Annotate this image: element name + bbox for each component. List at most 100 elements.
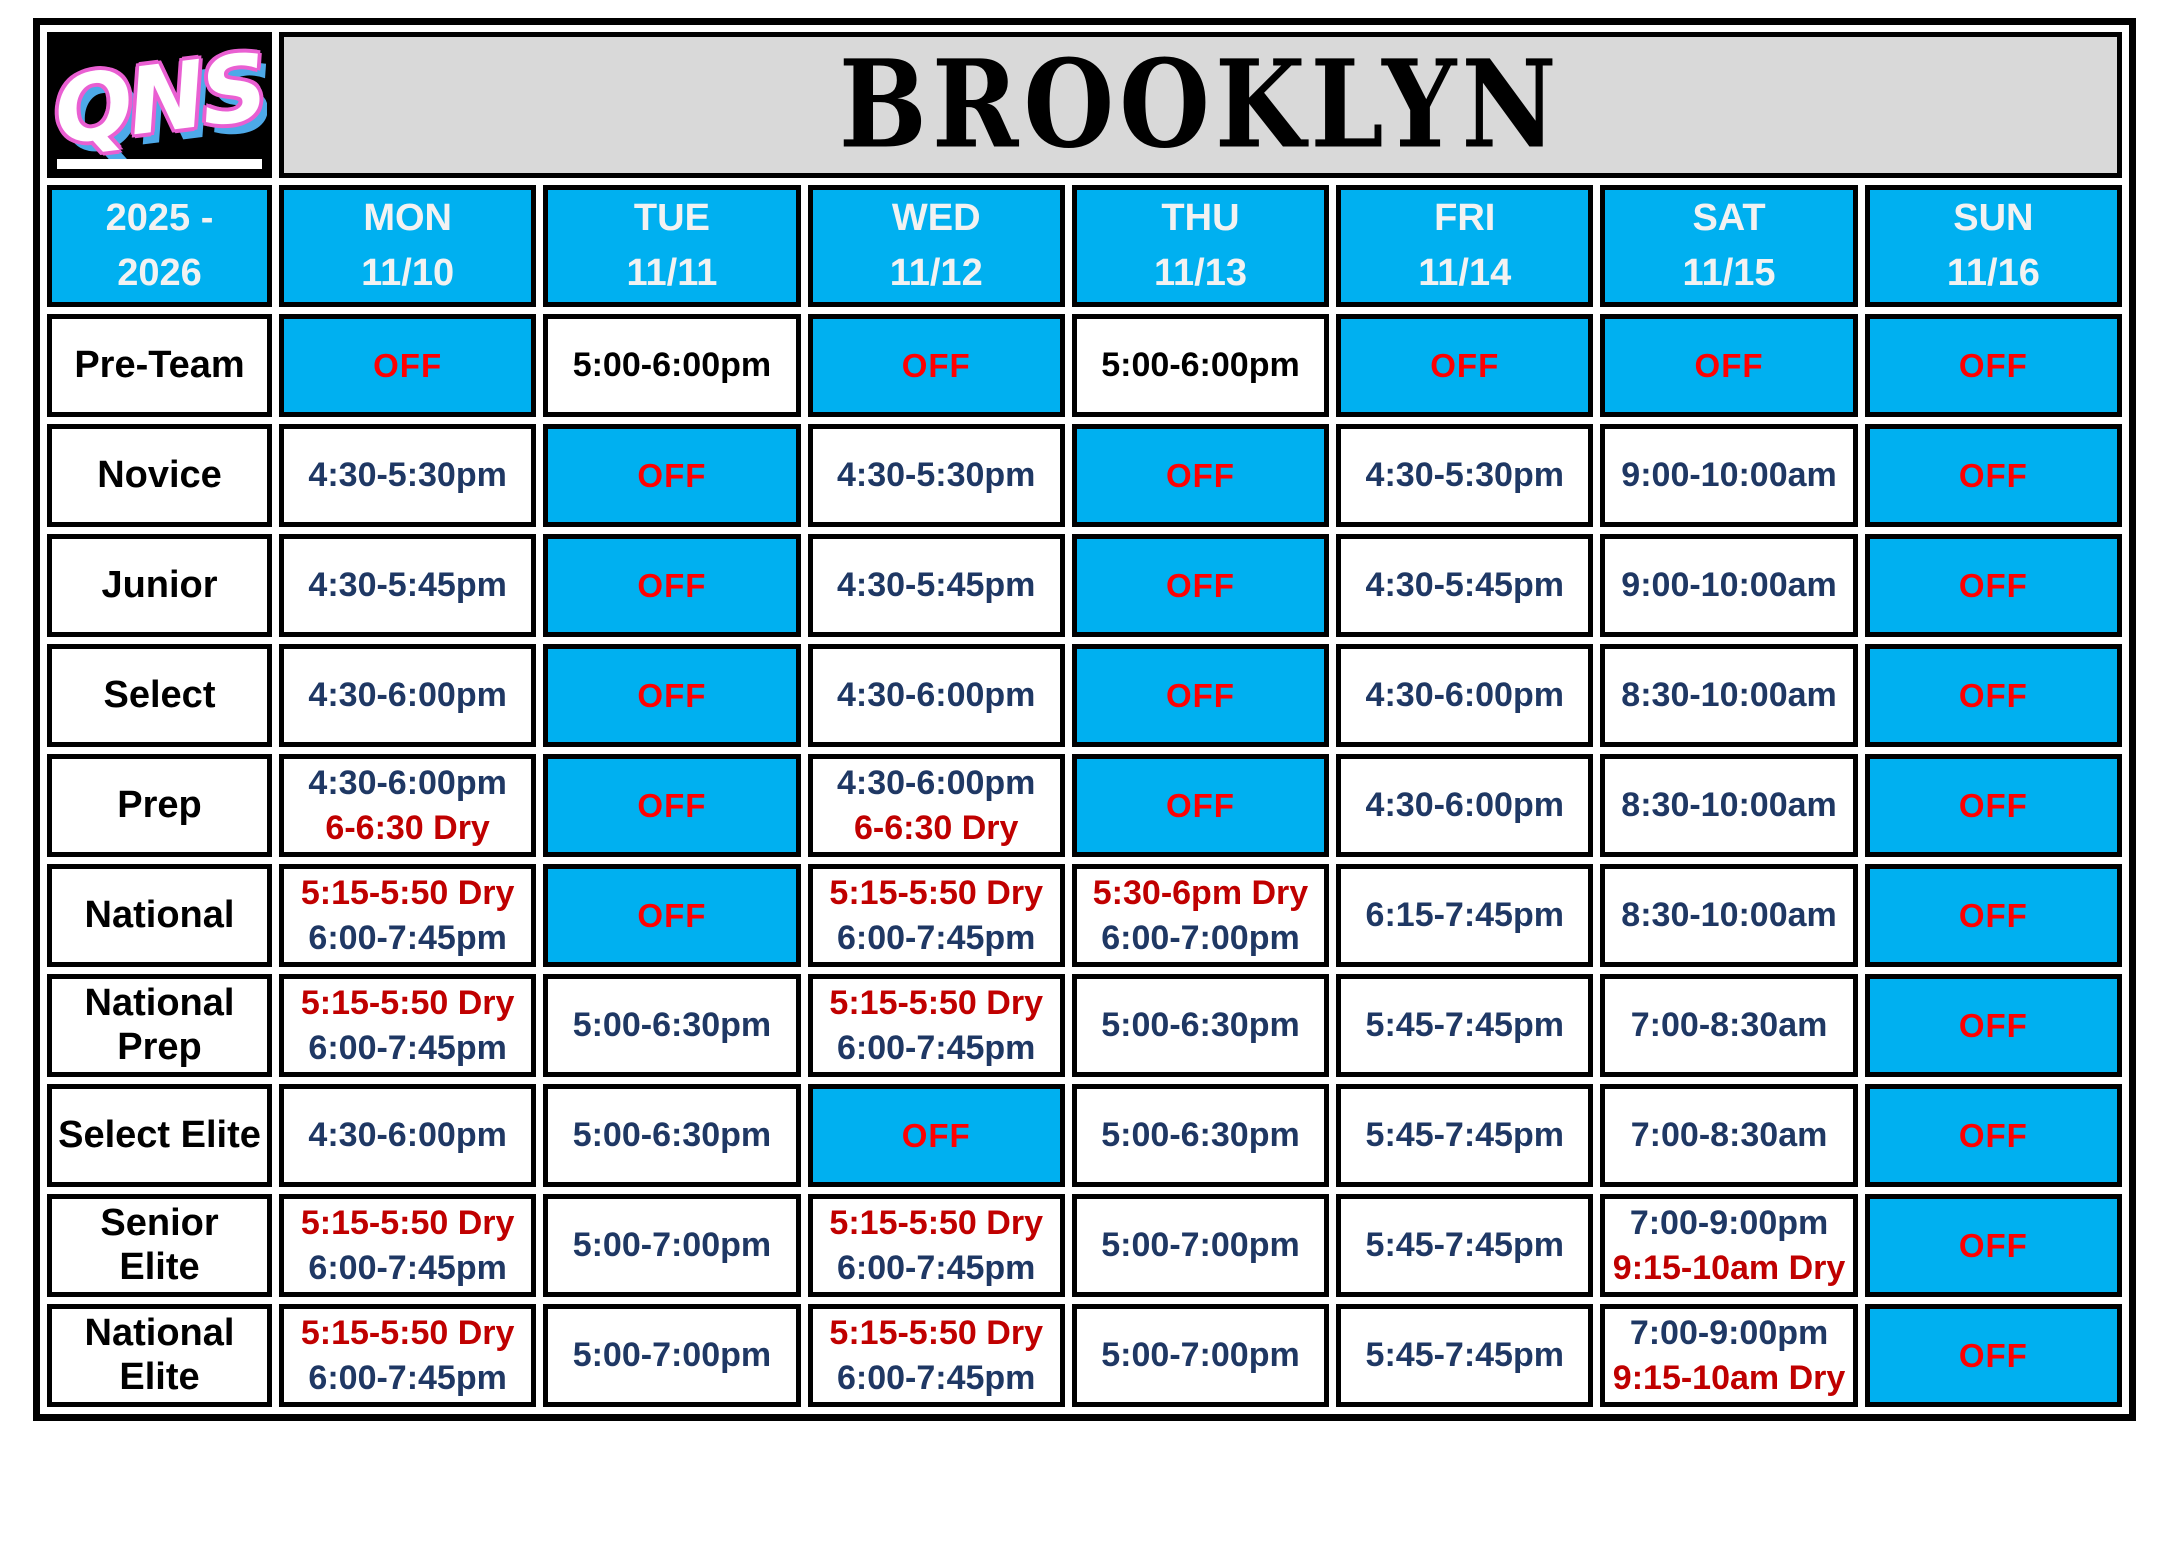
time-cell: 5:45-7:45pm [1336, 1084, 1594, 1188]
time-cell: 7:00-8:30am [1600, 1084, 1858, 1188]
time-cell: 5:45-7:45pm [1336, 1304, 1594, 1408]
time-text: 5:15-5:50 Dry [300, 1203, 515, 1242]
time-text: 6:00-7:45pm [308, 918, 507, 957]
time-text: 8:30-10:00am [1621, 786, 1837, 825]
schedule-row: National 5:15-5:50 Dry 6:00-7:45pm OFF 5:15-… [47, 864, 2122, 968]
time-cell: 5:00-7:00pm [543, 1194, 801, 1298]
schedule-row: National Prep 5:15-5:50 Dry 6:00-7:45pm 5:0… [47, 974, 2122, 1078]
off-cell: OFF [1071, 644, 1330, 748]
time-text: 6-6:30 Dry [325, 808, 490, 847]
off-cell: OFF [1864, 1194, 2122, 1298]
off-cell: OFF [1864, 864, 2122, 968]
time-text: 5:00-6:00pm [572, 346, 772, 385]
time-cell: 5:30-6pm Dry 6:00-7:00pm [1071, 864, 1330, 968]
schedule-body: Pre-Team OFF 5:00-6:00pm OFF 5:00-6:00pm OFF O… [47, 314, 2122, 1408]
time-text: 5:15-5:50 Dry [829, 1313, 1043, 1352]
day-name: MON [363, 197, 452, 239]
time-cell: 5:15-5:50 Dry 6:00-7:45pm [279, 974, 537, 1078]
time-cell: 4:30-6:00pm 6-6:30 Dry [279, 754, 537, 858]
team-label: Pre-Team [47, 314, 272, 418]
time-text: 5:15-5:50 Dry [300, 983, 515, 1022]
qns-logo-text: QNS [48, 33, 270, 165]
time-cell: 5:00-6:30pm [543, 1084, 801, 1188]
time-text: 5:00-6:30pm [1101, 1006, 1300, 1045]
time-text: 9:00-10:00am [1621, 456, 1837, 495]
time-cell: 5:00-6:00pm [543, 314, 801, 418]
time-cell: 7:00-8:30am [1600, 974, 1858, 1078]
off-cell: OFF [807, 314, 1065, 418]
day-header-thu: THU 11/13 [1071, 185, 1330, 308]
time-text: 4:30-6:00pm [308, 763, 507, 802]
schedule-row: Prep 4:30-6:00pm 6-6:30 Dry OFF 4:30-6:00pm 6… [47, 754, 2122, 858]
day-date: 11/15 [1682, 252, 1776, 295]
time-text: 6:00-7:45pm [836, 1358, 1036, 1397]
time-text: 4:30-5:45pm [836, 566, 1036, 605]
time-text: 4:30-6:00pm [1365, 676, 1564, 715]
time-cell: 5:45-7:45pm [1336, 974, 1594, 1078]
off-cell: OFF [543, 424, 801, 528]
team-label: Junior [47, 534, 272, 638]
off-cell: OFF [1600, 314, 1858, 418]
time-cell: 9:00-10:00am [1600, 424, 1858, 528]
time-text: 5:00-6:30pm [572, 1006, 772, 1045]
day-name: TUE [633, 197, 710, 239]
team-label: Select [47, 644, 272, 748]
time-cell: 5:00-6:30pm [1071, 974, 1330, 1078]
off-cell: OFF [543, 534, 801, 638]
time-cell: 4:30-6:00pm [1336, 754, 1594, 858]
time-text: 4:30-6:00pm [308, 1116, 507, 1155]
off-cell: OFF [1336, 314, 1594, 418]
schedule-row: Senior Elite 5:15-5:50 Dry 6:00-7:45pm 5:00… [47, 1194, 2122, 1298]
time-text: 7:00-8:30am [1630, 1116, 1828, 1155]
off-cell: OFF [1864, 424, 2122, 528]
brooklyn-schedule-table: QNS BROOKLYN 2025 - 2026 MON 11/10 TUE 1… [33, 18, 2136, 1422]
day-name: THU [1161, 197, 1240, 239]
season-header: 2025 - 2026 [47, 185, 272, 308]
time-cell: 8:30-10:00am [1600, 864, 1858, 968]
schedule-page: QNS BROOKLYN 2025 - 2026 MON 11/10 TUE 1… [33, 18, 2136, 1422]
off-cell: OFF [279, 314, 537, 418]
time-cell: 5:45-7:45pm [1336, 1194, 1594, 1298]
schedule-row: National Elite 5:15-5:50 Dry 6:00-7:45pm 5:… [47, 1304, 2122, 1408]
schedule-row: Select 4:30-6:00pm OFF 4:30-6:00pm OFF 4:30-6… [47, 644, 2122, 748]
time-cell: 4:30-5:45pm [279, 534, 537, 638]
time-text: 4:30-5:30pm [1365, 456, 1564, 495]
day-header-mon: MON 11/10 [279, 185, 537, 308]
time-text: 5:15-5:50 Dry [829, 983, 1043, 1022]
time-text: 5:15-5:50 Dry [300, 873, 515, 912]
team-label: Novice [47, 424, 272, 528]
time-text: 6-6:30 Dry [853, 808, 1019, 847]
time-text: 5:00-7:00pm [572, 1226, 772, 1265]
time-text: 8:30-10:00am [1621, 896, 1837, 935]
time-cell: 5:15-5:50 Dry 6:00-7:45pm [279, 1304, 537, 1408]
time-text: 6:00-7:45pm [836, 1248, 1036, 1287]
time-cell: 5:15-5:50 Dry 6:00-7:45pm [807, 1194, 1065, 1298]
time-text: 5:00-6:00pm [1101, 346, 1300, 385]
time-cell: 6:15-7:45pm [1336, 864, 1594, 968]
qns-logo: QNS [47, 32, 272, 178]
page-title: BROOKLYN [839, 34, 1562, 176]
schedule-row: Pre-Team OFF 5:00-6:00pm OFF 5:00-6:00pm OFF O… [47, 314, 2122, 418]
off-cell: OFF [1071, 424, 1330, 528]
time-cell: 4:30-6:00pm [807, 644, 1065, 748]
time-cell: 5:00-6:30pm [543, 974, 801, 1078]
time-cell: 4:30-5:45pm [807, 534, 1065, 638]
time-cell: 5:15-5:50 Dry 6:00-7:45pm [807, 1304, 1065, 1408]
day-header-fri: FRI 11/14 [1336, 185, 1594, 308]
time-text: 7:00-9:00pm [1629, 1313, 1829, 1352]
time-cell: 9:00-10:00am [1600, 534, 1858, 638]
location-title-cell: BROOKLYN [279, 32, 2122, 178]
day-name: FRI [1434, 197, 1496, 239]
team-label: National Elite [47, 1304, 272, 1408]
time-text: 4:30-6:00pm [836, 763, 1036, 802]
day-date: 11/10 [361, 252, 455, 295]
off-cell: OFF [1864, 1084, 2122, 1188]
time-text: 5:45-7:45pm [1365, 1006, 1564, 1045]
title-row: QNS BROOKLYN [47, 32, 2122, 178]
time-text: 8:30-10:00am [1621, 676, 1837, 715]
off-cell: OFF [1071, 754, 1330, 858]
time-cell: 8:30-10:00am [1600, 754, 1858, 858]
time-cell: 5:00-7:00pm [543, 1304, 801, 1408]
time-cell: 4:30-5:30pm [807, 424, 1065, 528]
time-text: 5:00-6:30pm [572, 1116, 772, 1155]
